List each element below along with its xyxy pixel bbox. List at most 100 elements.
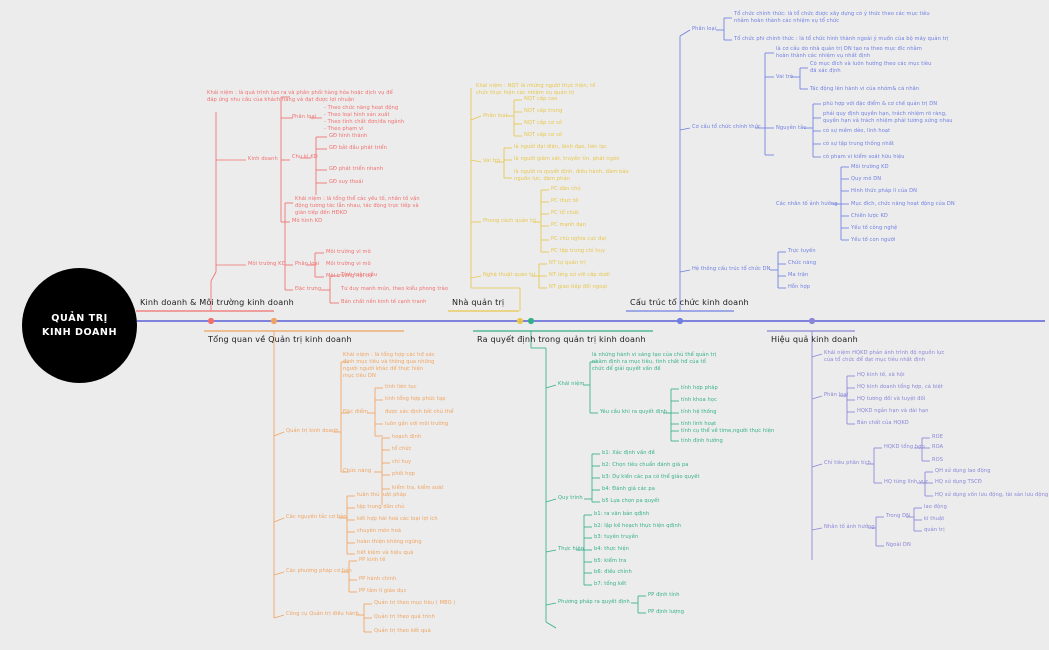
node-rqd-yeu-cau-5[interactable]: tính cụ thể về time,người thực hiện — [681, 428, 775, 434]
node-ctcs-vai-tro-2[interactable]: Tác động lên hành vi của nhóm& cá nhân — [810, 86, 920, 92]
node-tq-nguyen-tac-1[interactable]: tuân thủ luật pháp — [357, 492, 407, 498]
node-ctcs-nhan-to-3[interactable]: Hình thức pháp lí của DN — [851, 188, 918, 194]
node-nqt-vai-tro-1[interactable]: là người đại diện, lãnh đạo, liên lạc — [514, 144, 607, 150]
node-tq-dac-diem-4[interactable]: luôn gắn với môi trường — [385, 421, 449, 427]
node-rqd-quy-trinh-4[interactable]: b4: Đánh giá các pa — [602, 486, 655, 492]
node-mt-dac-trung-2[interactable]: Tư duy manh mún, theo kiểu phong trào — [341, 286, 449, 292]
node-ctcs-he-thong-4[interactable]: Hỗn hợp — [788, 284, 811, 290]
node-rqd-phuong-phap-2[interactable]: PP định lượng — [648, 609, 685, 615]
node-ctcs-nguyen-tac-5[interactable]: có phạm vi kiểm soát hữu hiệu — [823, 154, 905, 160]
node-mt-phan-loai[interactable]: Phân loại — [295, 261, 320, 267]
node-kd-phan-loai[interactable]: Phân loại — [292, 114, 317, 120]
node-ctcs-vai-tro[interactable]: Vai trò — [776, 74, 794, 80]
node-rqd-khai-niem[interactable]: Khái niệm — [558, 381, 585, 387]
node-tq-cong-cu-3[interactable]: Quản trị theo kết quả — [374, 628, 431, 634]
node-rqd-quy-trinh[interactable]: Quy trình — [558, 495, 583, 501]
node-ctcs-he-thong-2[interactable]: Chức năng — [788, 260, 817, 266]
node-nqt-nghe-thuat-3[interactable]: NT giao tiếp đối ngoại — [549, 284, 608, 290]
node-tq-khai-niem[interactable]: Khái niệm : là tổng hợp các hđ xác định … — [343, 352, 435, 380]
node-rqd-yeu-cau-4[interactable]: tính linh hoạt — [681, 421, 717, 427]
node-hq-ngoai-dn[interactable]: Ngoài DN — [886, 542, 911, 548]
node-nqt-vai-tro-2[interactable]: là người giám sát, truyền tin, phát ngôn — [514, 156, 620, 162]
node-tq-dac-diem[interactable]: Đặc điểm — [343, 409, 369, 415]
node-tq-dac-diem-2[interactable]: tính tổng hợp phức tạp — [385, 396, 446, 402]
node-mt-dac-trung-1[interactable]: Tính toàn cầu — [341, 272, 378, 278]
node-rqd-thuc-hien-7[interactable]: b7: tổng kết — [594, 581, 627, 587]
node-ctcs-vai-tro-1[interactable]: Có mục đích và luôn hướng theo các mục t… — [810, 61, 932, 75]
node-nqt-phan-loai-3[interactable]: NQT cấp cơ sở — [524, 120, 562, 126]
node-ctcs-nguyen-tac-1[interactable]: phù hợp với đặc điểm & cơ chế quản trị D… — [823, 101, 938, 107]
node-mt-phan-loai-2[interactable]: Môi trường vi mô — [326, 261, 371, 267]
node-mt-dac-trung[interactable]: Đặc trưng — [295, 286, 322, 292]
node-nqt-nghe-thuat-1[interactable]: NT tự quản trị — [549, 260, 586, 266]
node-ctcs-nhan-to-1[interactable]: Môi trường KD — [851, 164, 889, 170]
node-tq-chuc-nang-1[interactable]: hoạch định — [392, 434, 422, 440]
node-tq-chuc-nang[interactable]: Chức năng — [343, 468, 372, 474]
node-ctcs-nhan-to[interactable]: Các nhân tố ảnh hưởng — [776, 201, 838, 207]
node-ctcs-he-thong-1[interactable]: Trực tuyến — [788, 248, 816, 254]
node-ctcs-he-thong-3[interactable]: Ma trận — [788, 272, 809, 278]
node-hq-linh-vuc-1[interactable]: QH sử dụng lao động — [935, 468, 991, 474]
node-rqd-thuc-hien-6[interactable]: b6: điều chỉnh — [594, 569, 632, 575]
node-moi-truong-kd[interactable]: Môi trường KD — [248, 261, 286, 267]
node-nqt-phong-cach-5[interactable]: PC chủ nghĩa cực đại — [551, 236, 607, 242]
node-rqd-khai-niem-desc[interactable]: là những hành vi sáng tạo của chủ thể qu… — [592, 352, 717, 373]
node-hq-chi-tieu[interactable]: Chỉ tiêu phân tích — [824, 460, 871, 466]
node-rqd-thuc-hien-5[interactable]: b5: kiểm tra — [594, 558, 627, 564]
node-kd-phan-loai-items[interactable]: - Theo chức năng hoạt động - Theo loại h… — [324, 105, 405, 133]
node-ctcs-nhan-to-7[interactable]: Yếu tố con người — [851, 237, 896, 243]
node-tq-nguyen-tac-3[interactable]: kết hợp hài hoà các loại lợi ích — [357, 516, 438, 522]
node-tq-cong-cu-1[interactable]: Quản trị theo mục tiêu ( MBO ) — [374, 600, 456, 606]
node-kd-chu-ki-2[interactable]: GĐ bắt đầu phát triển — [329, 145, 387, 151]
node-rqd-yeu-cau-3[interactable]: tính hệ thống — [681, 409, 717, 415]
node-tq-dac-diem-3[interactable]: được xác định bởi chủ thể — [385, 409, 454, 415]
node-hq-phan-loai-5[interactable]: Bản chất của HQKD — [857, 420, 909, 426]
node-rqd-yeu-cau-1[interactable]: tính hợp pháp — [681, 385, 718, 391]
node-nqt-vai-tro[interactable]: Vai trò — [483, 158, 501, 164]
node-mt-phan-loai-3[interactable]: Môi trường nội bộ — [326, 273, 373, 279]
center-node[interactable]: QUẢN TRỊ KINH DOANH — [22, 268, 137, 383]
node-kd-khai-niem[interactable]: Khái niệm : là quá trình tạo ra và phân … — [207, 90, 393, 104]
node-tq-nguyen-tac-4[interactable]: chuyên môn hoá — [357, 528, 402, 534]
node-rqd-thuc-hien-4[interactable]: b4: thực hiện — [594, 546, 630, 552]
node-ctcs-co-cau-desc[interactable]: là cơ cấu do nhà quản trị DN tạo ra theo… — [776, 46, 922, 60]
node-rqd-quy-trinh-5[interactable]: b5 Lựa chọn pa quyết — [602, 498, 660, 504]
node-rqd-thuc-hien[interactable]: Thực hiện — [558, 546, 584, 552]
node-ctcs-nhan-to-6[interactable]: Yếu tố công nghệ — [851, 225, 898, 231]
branch-title-nha-quan-tri[interactable]: Nhà quản trị — [452, 297, 505, 307]
node-ctcs-co-cau[interactable]: Cơ cấu tổ chức chính thức — [692, 124, 761, 130]
node-ctcs-nhan-to-4[interactable]: Mục đích, chức năng hoạt động của DN — [851, 201, 955, 207]
node-nqt-nghe-thuat[interactable]: Nghệ thuật quản trị — [483, 272, 536, 278]
node-nqt-phong-cach-6[interactable]: PC tập trung chỉ huy — [551, 248, 606, 254]
node-tq-quan-tri-kd[interactable]: Quản trị kinh doanh — [286, 428, 339, 434]
node-tq-phuong-phap-1[interactable]: PP kinh tế — [359, 557, 386, 563]
node-nqt-phong-cach-3[interactable]: PC tổ chức — [551, 210, 580, 216]
branch-title-kinh-doanh-moi-truong[interactable]: Kinh doanh & Môi trường kinh doanh — [140, 297, 294, 307]
node-tq-cong-cu-2[interactable]: Quản trị theo quá trình — [374, 614, 435, 620]
node-ctcs-he-thong[interactable]: Hệ thống cấu trúc tổ chức DN — [692, 266, 771, 272]
node-hq-phan-loai-2[interactable]: HQ kinh doanh tổng hợp, cá biệt — [857, 384, 943, 390]
node-nqt-phan-loai-4[interactable]: NQT cấp cơ sở — [524, 132, 562, 138]
node-ctcs-nhan-to-2[interactable]: Quy mô DN — [851, 176, 882, 182]
node-kd-chu-ki-1[interactable]: GĐ hình thành — [329, 133, 368, 139]
node-hq-trong-dn-3[interactable]: quản trị — [924, 527, 945, 533]
node-hq-phan-loai-4[interactable]: HQKD ngắn hạn và dài hạn — [857, 408, 929, 414]
node-tq-chuc-nang-4[interactable]: phối hợp — [392, 471, 416, 477]
node-rqd-phuong-phap[interactable]: Phương pháp ra quyết định — [558, 599, 630, 605]
branch-title-tong-quan[interactable]: Tổng quan về Quản trị kinh doanh — [208, 334, 352, 344]
node-kd-chu-ki-4[interactable]: GĐ suy thoái — [329, 179, 364, 185]
node-tq-phuong-phap[interactable]: Các phương pháp cơ bản — [286, 568, 352, 574]
node-hq-phan-loai[interactable]: Phân loại — [824, 392, 849, 398]
node-hq-linh-vuc[interactable]: HQ từng lĩnh vực — [884, 479, 929, 485]
node-hq-khai-niem[interactable]: Khái niệm HQKD phản ánh trình độ nguồn l… — [824, 350, 945, 364]
node-hq-trong-dn-1[interactable]: lao động — [924, 504, 947, 510]
node-rqd-thuc-hien-2[interactable]: b2: lập kế hoạch thực hiện qđịnh — [594, 523, 682, 529]
node-ctcs-nguyen-tac-3[interactable]: có sự mềm dẻo, linh hoạt — [823, 128, 891, 134]
node-hq-hqkd-tong-hop[interactable]: HQKD tổng hợp — [884, 444, 925, 450]
node-rqd-quy-trinh-2[interactable]: b2: Chọn tiêu chuẩn đánh giá pa — [602, 462, 689, 468]
node-hq-linh-vuc-3[interactable]: HQ sử dụng vốn lưu động, tài sản lưu độn… — [935, 492, 1049, 498]
node-hq-hqkd-tong-hop-1[interactable]: ROE — [932, 434, 944, 440]
node-kd-mo-hinh[interactable]: Mô hình KD — [292, 218, 323, 224]
node-rqd-yeu-cau[interactable]: Yêu cầu khi ra quyết định — [600, 409, 668, 415]
branch-title-hieu-qua[interactable]: Hiệu quả kinh doanh — [771, 334, 858, 344]
